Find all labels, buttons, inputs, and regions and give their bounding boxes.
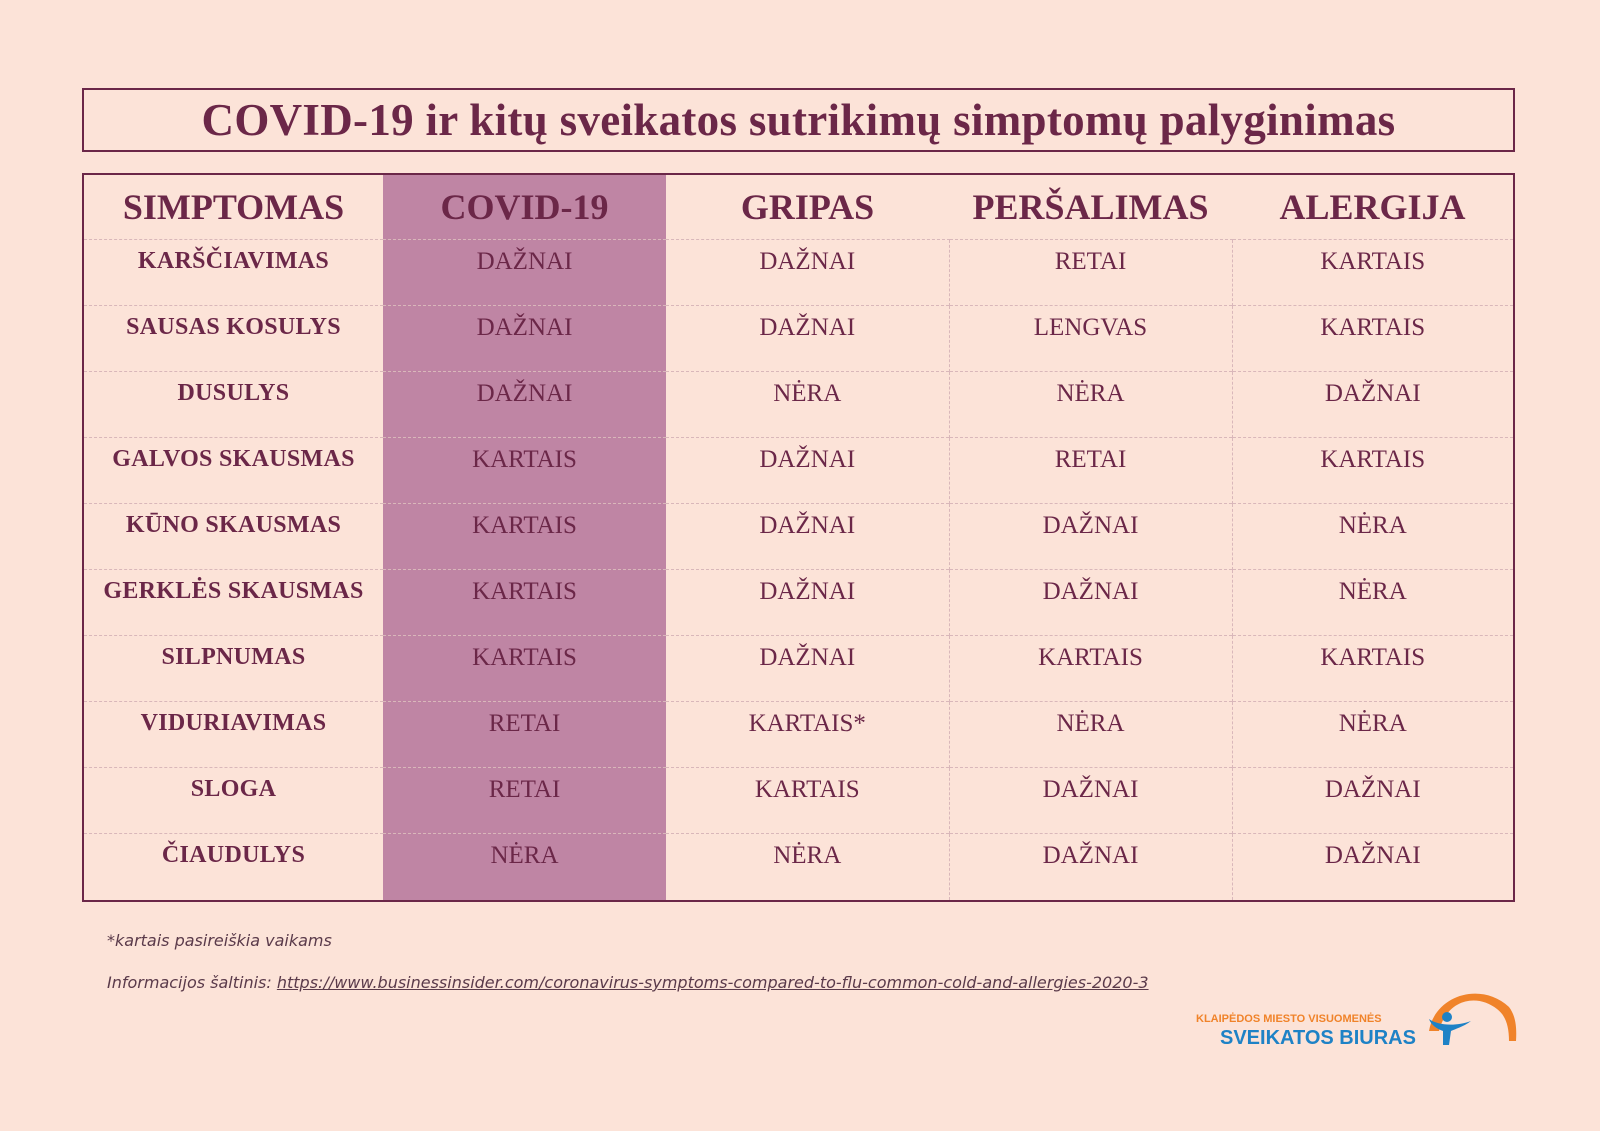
- table-row: VIDURIAVIMAS RETAI KARTAIS* NĖRA NĖRA: [84, 701, 1513, 768]
- cell-covid: RETAI: [383, 767, 666, 834]
- source-label: Informacijos šaltinis:: [107, 973, 277, 992]
- header-cold: PERŠALIMAS: [972, 187, 1209, 227]
- cell-allergy: NĖRA: [1231, 701, 1513, 768]
- cell-covid: KARTAIS: [383, 569, 666, 636]
- table-row: ČIAUDULYS NĖRA NĖRA DAŽNAI DAŽNAI: [84, 833, 1513, 900]
- header-symptom: SIMPTOMAS: [122, 187, 345, 227]
- cell-allergy: KARTAIS: [1231, 635, 1513, 702]
- cell-covid: NĖRA: [383, 833, 666, 900]
- table-header-row: SIMPTOMAS COVID-19 GRIPAS PERŠALIMAS ALE…: [84, 175, 1513, 240]
- cell-cold: DAŽNAI: [948, 503, 1232, 570]
- symptom-table-container: SIMPTOMAS COVID-19 GRIPAS PERŠALIMAS ALE…: [82, 173, 1515, 902]
- cell-flu: NĖRA: [666, 833, 949, 900]
- cell-cold: NĖRA: [948, 701, 1232, 768]
- cell-flu: DAŽNAI: [666, 569, 949, 636]
- header-allergy: ALERGIJA: [1279, 187, 1466, 227]
- cell-cold: DAŽNAI: [948, 569, 1232, 636]
- table-row: KARŠČIAVIMAS DAŽNAI DAŽNAI RETAI KARTAIS: [84, 238, 1513, 306]
- cell-cold: KARTAIS: [948, 635, 1232, 702]
- cell-covid: RETAI: [383, 701, 666, 768]
- cell-flu: DAŽNAI: [666, 635, 949, 702]
- table-row: DUSULYS DAŽNAI NĖRA NĖRA DAŽNAI: [84, 371, 1513, 438]
- logo-line-2: SVEIKATOS BIURAS: [1220, 1027, 1416, 1049]
- organization-logo: KLAIPĖDOS MIESTO VISUOMENĖS SVEIKATOS BI…: [1196, 985, 1521, 1050]
- cell-flu: NĖRA: [666, 371, 949, 438]
- source-line: Informacijos šaltinis: https://www.busin…: [107, 973, 1149, 992]
- symptom-table: SIMPTOMAS COVID-19 GRIPAS PERŠALIMAS ALE…: [84, 175, 1513, 900]
- page-title: COVID-19 ir kitų sveikatos sutrikimų sim…: [201, 95, 1396, 145]
- cell-flu: DAŽNAI: [666, 238, 949, 306]
- cell-cold: DAŽNAI: [948, 833, 1232, 900]
- header-flu: GRIPAS: [740, 187, 875, 227]
- cell-covid: KARTAIS: [383, 635, 666, 702]
- cell-covid: KARTAIS: [383, 503, 666, 570]
- cell-symptom: VIDURIAVIMAS: [84, 701, 383, 768]
- footnote: *kartais pasireiškia vaikams: [107, 931, 332, 950]
- cell-covid: KARTAIS: [383, 437, 666, 504]
- header-covid: COVID-19: [440, 187, 609, 227]
- cell-allergy: NĖRA: [1231, 503, 1513, 570]
- cell-symptom: GALVOS SKAUSMAS: [84, 437, 383, 504]
- cell-symptom: SLOGA: [84, 767, 383, 834]
- cell-symptom: SILPNUMAS: [84, 635, 383, 702]
- title-box: COVID-19 ir kitų sveikatos sutrikimų sim…: [82, 88, 1515, 152]
- cell-cold: NĖRA: [948, 371, 1232, 438]
- cell-covid: DAŽNAI: [383, 305, 666, 372]
- table-row: GALVOS SKAUSMAS KARTAIS DAŽNAI RETAI KARTAIS: [84, 437, 1513, 504]
- cell-flu: DAŽNAI: [666, 305, 949, 372]
- cell-cold: RETAI: [948, 238, 1232, 306]
- logo-figure-icon: [1429, 993, 1517, 1045]
- cell-flu: DAŽNAI: [666, 503, 949, 570]
- cell-flu: KARTAIS*: [666, 701, 949, 768]
- cell-allergy: KARTAIS: [1231, 238, 1513, 306]
- cell-allergy: KARTAIS: [1231, 437, 1513, 504]
- logo-line-1: KLAIPĖDOS MIESTO VISUOMENĖS: [1196, 1013, 1382, 1025]
- table-row: SLOGA RETAI KARTAIS DAŽNAI DAŽNAI: [84, 767, 1513, 834]
- cell-symptom: KŪNO SKAUSMAS: [84, 503, 383, 570]
- cell-covid: DAŽNAI: [383, 238, 666, 306]
- cell-symptom: GERKLĖS SKAUSMAS: [84, 569, 383, 636]
- cell-flu: DAŽNAI: [666, 437, 949, 504]
- source-link[interactable]: https://www.businessinsider.com/coronavi…: [276, 973, 1149, 992]
- cell-flu: KARTAIS: [666, 767, 949, 834]
- table-row: GERKLĖS SKAUSMAS KARTAIS DAŽNAI DAŽNAI NĖRA: [84, 569, 1513, 636]
- cell-symptom: SAUSAS KOSULYS: [84, 305, 383, 372]
- cell-allergy: DAŽNAI: [1231, 767, 1513, 834]
- cell-symptom: ČIAUDULYS: [84, 833, 383, 900]
- cell-cold: RETAI: [948, 437, 1232, 504]
- cell-allergy: DAŽNAI: [1231, 371, 1513, 438]
- cell-symptom: KARŠČIAVIMAS: [84, 238, 383, 306]
- cell-symptom: DUSULYS: [84, 371, 383, 438]
- table-body: KARŠČIAVIMAS DAŽNAI DAŽNAI RETAI KARTAIS SAUS…: [84, 238, 1513, 900]
- cell-allergy: NĖRA: [1231, 569, 1513, 636]
- cell-allergy: DAŽNAI: [1231, 833, 1513, 900]
- table-row: SAUSAS KOSULYS DAŽNAI DAŽNAI LENGVAS KARTAIS: [84, 305, 1513, 372]
- cell-cold: LENGVAS: [948, 305, 1232, 372]
- table-row: SILPNUMAS KARTAIS DAŽNAI KARTAIS KARTAIS: [84, 635, 1513, 702]
- cell-allergy: KARTAIS: [1231, 305, 1513, 372]
- cell-covid: DAŽNAI: [383, 371, 666, 438]
- table-row: KŪNO SKAUSMAS KARTAIS DAŽNAI DAŽNAI NĖRA: [84, 503, 1513, 570]
- cell-cold: DAŽNAI: [948, 767, 1232, 834]
